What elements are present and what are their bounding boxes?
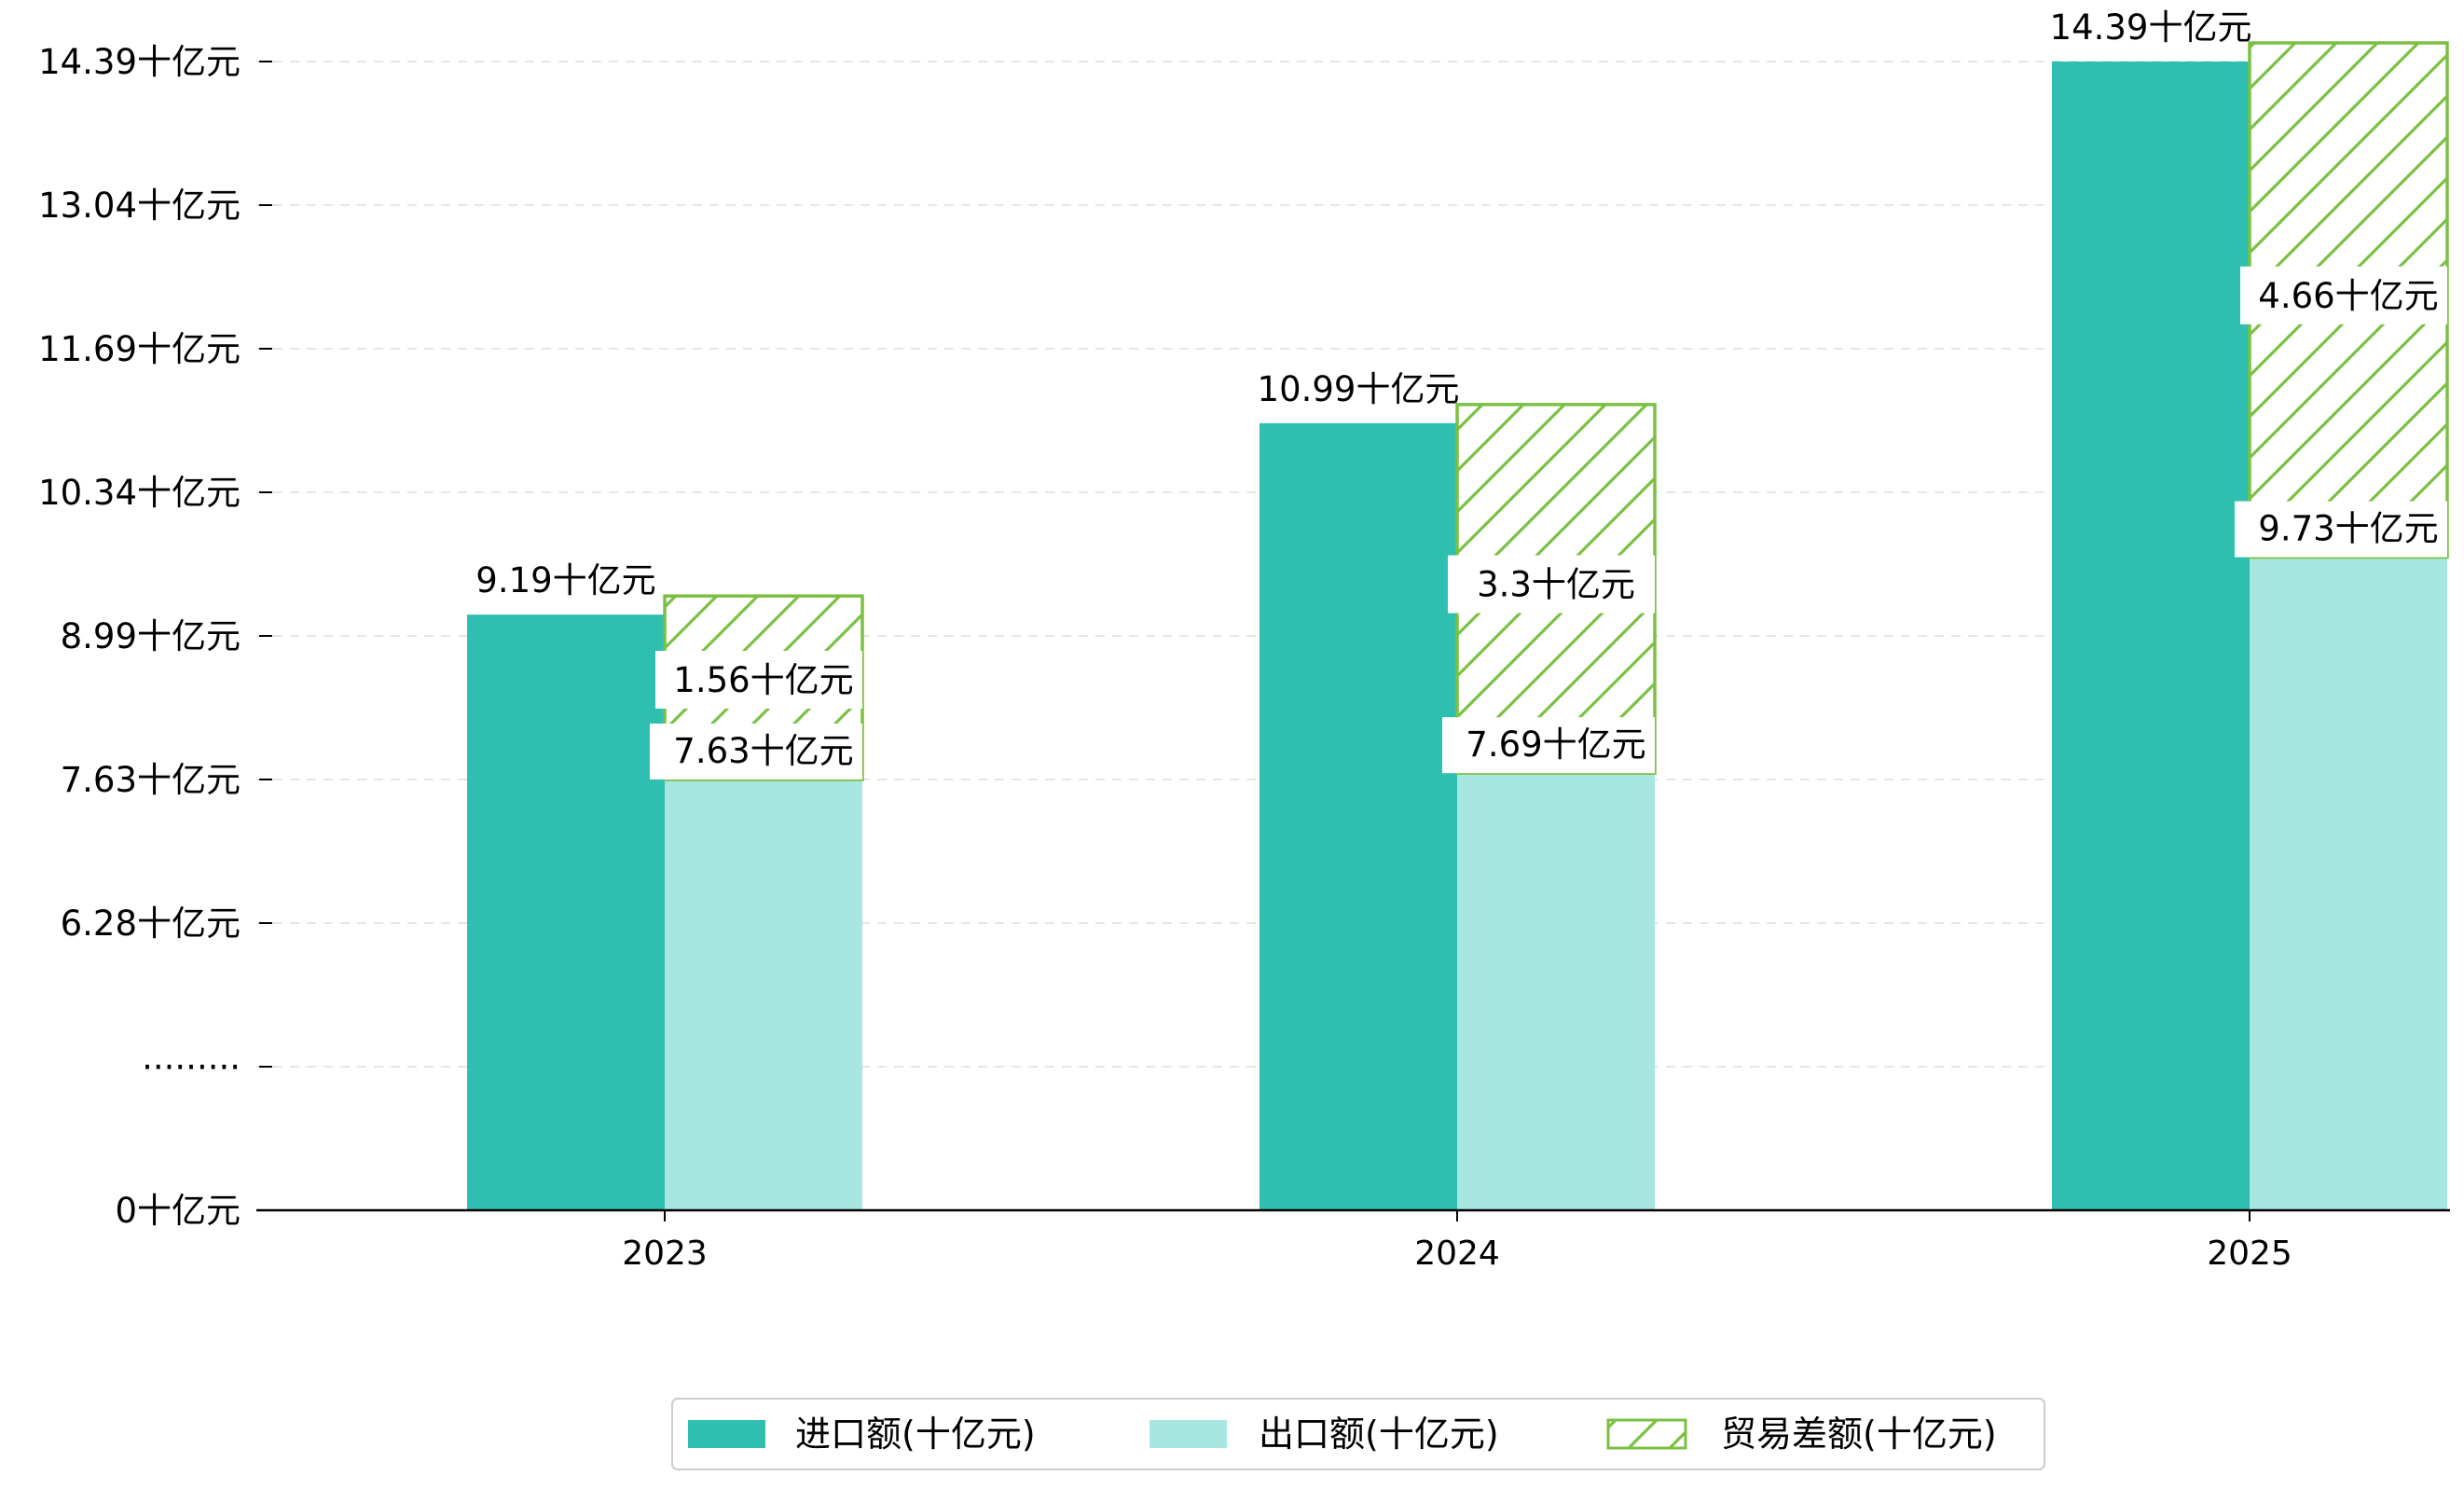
- label-background: [2235, 501, 2447, 558]
- export-bar: [2250, 557, 2447, 1210]
- label-background: [655, 651, 862, 709]
- export-value-label: 9.73十亿元: [2258, 509, 2438, 549]
- balance-value-label: 3.3十亿元: [1477, 565, 1635, 605]
- y-tick-label: 7.63十亿元: [61, 760, 241, 800]
- export-value-label: 7.69十亿元: [1466, 724, 1645, 765]
- legend-swatch: [1149, 1420, 1227, 1448]
- import-bar: [467, 614, 665, 1210]
- y-tick-label: 14.39十亿元: [38, 42, 241, 82]
- x-tick-label: 2024: [1414, 1235, 1500, 1273]
- import-value-label: 10.99十亿元: [1258, 369, 1460, 409]
- y-tick-label: 13.04十亿元: [38, 186, 241, 226]
- label-background: [2240, 266, 2447, 324]
- legend-item-import: 进口额(十亿元): [795, 1414, 1036, 1455]
- legend: 进口额(十亿元) 出口额(十亿元) 贸易差额(十亿元): [671, 1398, 2045, 1470]
- import-bar: [2052, 62, 2250, 1210]
- label-background: [1448, 555, 1655, 614]
- export-bar: [1457, 773, 1655, 1210]
- balance-value-label: 1.56十亿元: [673, 660, 853, 700]
- bars: [467, 41, 2449, 1211]
- legend-box: [671, 1398, 2045, 1470]
- x-tick-label: 2023: [622, 1235, 708, 1273]
- axes: 0十亿元 ········· 6.28十亿元 7.63十亿元 8.99十亿元 10.34十…: [38, 42, 2450, 1273]
- export-bar: [665, 779, 862, 1210]
- y-tick-label: 8.99十亿元: [61, 616, 241, 656]
- y-tick-label: 6.28十亿元: [61, 904, 241, 944]
- y-tick-label: 0十亿元: [115, 1191, 241, 1231]
- x-tick-label: 2025: [2207, 1235, 2292, 1273]
- legend-item-export: 出口额(十亿元): [1259, 1414, 1499, 1455]
- export-value-label: 7.63十亿元: [673, 731, 853, 771]
- legend-swatch: [688, 1420, 765, 1448]
- label-background: [650, 724, 862, 779]
- y-tick-label: 10.34十亿元: [38, 473, 241, 513]
- import-value-label: 9.19十亿元: [475, 560, 655, 600]
- y-tick-label: 11.69十亿元: [38, 329, 241, 369]
- legend-item-balance: 贸易差额(十亿元): [1721, 1414, 1997, 1455]
- value-labels: 9.19十亿元 7.63十亿元 1.56十亿元 10.99十亿元 7.69十亿元 3.3十…: [475, 7, 2447, 779]
- import-bar: [1260, 422, 1457, 1211]
- label-background: [1442, 717, 1655, 774]
- balance-value-label: 4.66十亿元: [2258, 276, 2438, 316]
- import-value-label: 14.39十亿元: [2050, 7, 2252, 48]
- y-tick-label: ·········: [142, 1047, 241, 1087]
- legend-swatch: [1606, 1418, 1687, 1450]
